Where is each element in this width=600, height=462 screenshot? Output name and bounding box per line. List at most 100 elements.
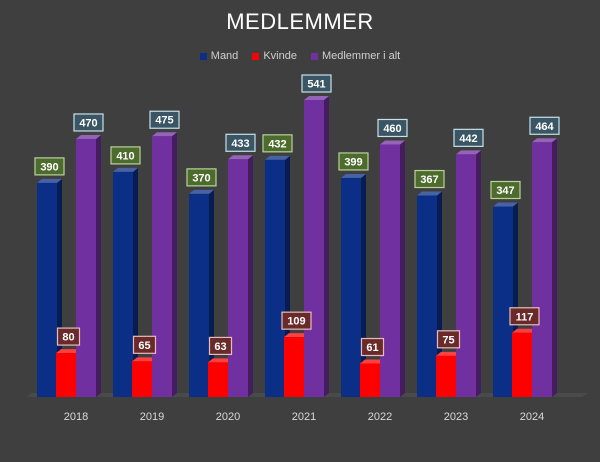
data-label-box — [490, 180, 521, 200]
bar-front — [228, 159, 248, 397]
data-label-text: 475 — [155, 115, 173, 127]
data-label-kvinde-2018: 80 — [56, 327, 81, 346]
legend-swatch-medlemmer-i-alt — [310, 52, 318, 60]
bar-side — [552, 138, 557, 397]
data-label-text: 432 — [268, 138, 286, 150]
bar-medlemmer-i-alt-2022 — [380, 140, 405, 397]
data-label-text: 63 — [214, 341, 226, 353]
data-label-text: 370 — [192, 172, 210, 184]
data-label-medlemmer-i-alt-2020: 433 — [225, 133, 256, 152]
data-label-text: 80 — [62, 332, 74, 344]
x-tick-label-2019: 2019 — [140, 411, 164, 423]
data-label-mand-2021: 432 — [262, 134, 293, 153]
data-label-text: 61 — [366, 342, 378, 354]
bar-top — [380, 140, 405, 145]
data-label-box — [225, 133, 256, 152]
bar-front — [189, 193, 209, 397]
bar-front — [456, 154, 476, 397]
legend-label-mand: Mand — [210, 50, 239, 62]
data-label-kvinde-2022: 61 — [360, 337, 385, 357]
x-tick-label-2022: 2022 — [368, 411, 392, 423]
bar-front — [152, 136, 172, 397]
x-tick-label-2018: 2018 — [64, 411, 88, 423]
data-label-text: 442 — [459, 133, 477, 145]
bar-front — [532, 142, 552, 397]
bar-top — [493, 202, 518, 207]
data-label-box — [529, 116, 560, 135]
data-label-mand-2023: 367 — [414, 169, 445, 189]
data-label-text: 117 — [516, 311, 534, 323]
bar-front — [284, 337, 304, 397]
legend-swatch-mand — [199, 52, 207, 60]
data-label-text: 399 — [344, 156, 362, 168]
x-tick-label-2023: 2023 — [444, 411, 468, 423]
bar-side — [400, 140, 405, 397]
data-label-text: 464 — [535, 121, 554, 133]
bar-top — [456, 150, 481, 155]
bar-top — [360, 359, 385, 364]
bar-top — [113, 167, 138, 172]
legend-item-medlemmer-i-alt: Medlemmer i alt — [310, 50, 401, 62]
data-label-text: 75 — [442, 334, 454, 346]
bar-front — [380, 144, 400, 397]
data-label-text: 410 — [116, 150, 134, 162]
chart-title: MEDLEMMER — [226, 9, 374, 34]
bar-medlemmer-i-alt-2024 — [532, 138, 557, 397]
bar-front — [436, 355, 456, 397]
data-label-kvinde-2024: 117 — [509, 307, 540, 326]
legend-swatch-kvinde — [252, 52, 260, 60]
data-label-medlemmer-i-alt-2024: 464 — [529, 116, 560, 135]
bar-medlemmer-i-alt-2021 — [304, 96, 329, 397]
data-label-box — [110, 146, 141, 165]
data-label-box — [149, 110, 180, 129]
data-label-kvinde-2021: 109 — [281, 311, 312, 330]
bar-top — [284, 333, 309, 338]
data-label-box — [186, 168, 217, 187]
data-label-mand-2022: 399 — [338, 152, 369, 171]
bar-front — [512, 332, 532, 397]
bar-front — [76, 138, 96, 397]
bar-top — [76, 134, 101, 139]
bar-top — [132, 357, 157, 362]
data-label-box — [414, 169, 445, 189]
data-label-box — [509, 307, 540, 326]
data-label-text: 460 — [383, 123, 401, 135]
data-label-kvinde-2020: 63 — [208, 336, 233, 356]
data-label-box — [208, 336, 233, 356]
bar-side — [324, 96, 329, 397]
data-label-text: 541 — [307, 79, 325, 91]
data-label-mand-2020: 370 — [186, 168, 217, 187]
legend-label-kvinde: Kvinde — [263, 50, 297, 62]
bar-medlemmer-i-alt-2020 — [228, 155, 253, 397]
x-tick-label-2024: 2024 — [520, 411, 544, 423]
data-label-text: 109 — [287, 316, 305, 328]
data-label-box — [436, 330, 461, 349]
bar-front — [304, 100, 324, 397]
bar-top — [532, 138, 557, 143]
bar-medlemmer-i-alt-2023 — [456, 150, 481, 397]
bar-front — [341, 177, 361, 397]
bar-medlemmer-i-alt-2019 — [152, 132, 177, 397]
bar-front — [360, 363, 380, 397]
data-label-text: 470 — [79, 117, 97, 129]
bar-front — [132, 361, 152, 397]
data-label-mand-2019: 410 — [110, 146, 141, 165]
bar-side — [96, 134, 101, 397]
data-label-box — [56, 327, 81, 346]
bar-side — [248, 155, 253, 397]
data-label-text: 65 — [138, 340, 150, 352]
bar-top — [417, 191, 442, 196]
x-tick-label-2021: 2021 — [292, 411, 316, 423]
data-label-box — [132, 335, 157, 354]
legend-label-medlemmer-i-alt: Medlemmer i alt — [321, 50, 401, 62]
x-tick-label-2020: 2020 — [216, 411, 240, 423]
bar-front — [417, 195, 437, 397]
data-label-box — [34, 157, 65, 176]
bar-front — [113, 171, 133, 397]
data-label-kvinde-2023: 75 — [436, 330, 461, 349]
data-label-text: 433 — [231, 138, 249, 150]
bar-side — [172, 132, 177, 397]
data-label-box — [453, 128, 484, 147]
